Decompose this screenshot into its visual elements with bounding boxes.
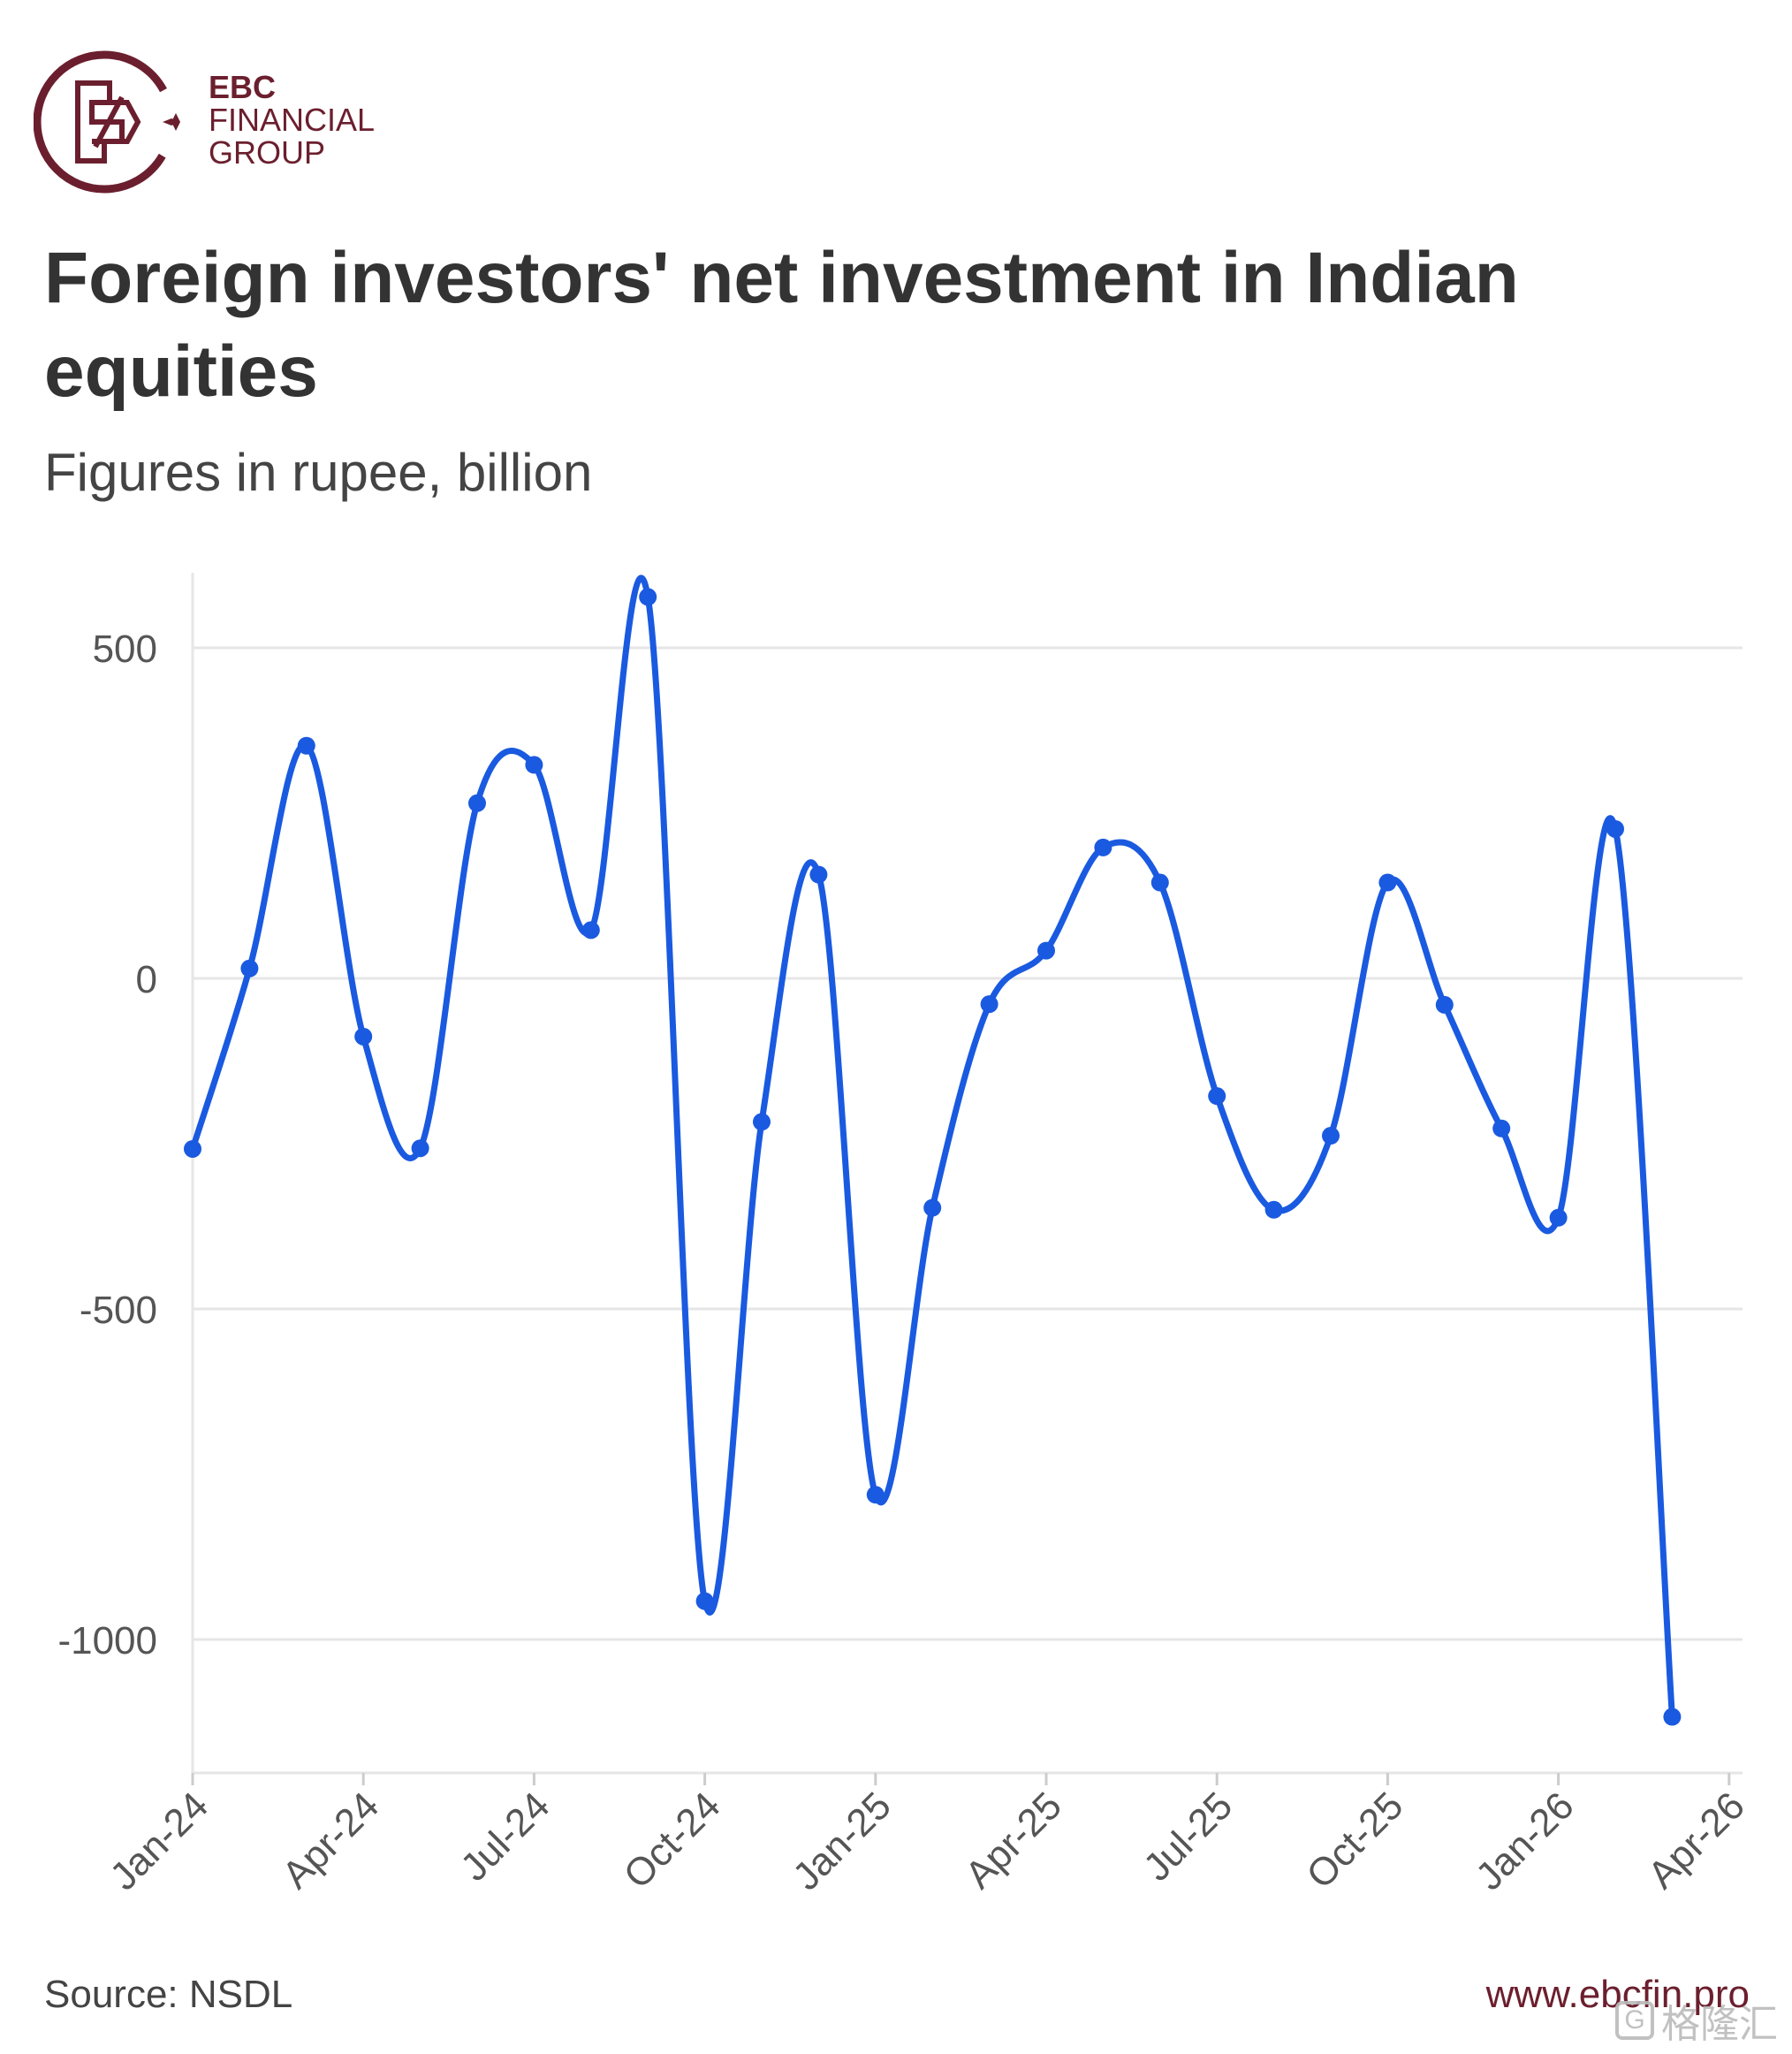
- data-point: [297, 736, 315, 755]
- x-tick-label: Apr-25: [957, 1784, 1070, 1897]
- data-point: [809, 865, 828, 884]
- data-point: [1663, 1708, 1682, 1726]
- source-note: Source: NSDL: [44, 1973, 293, 2016]
- data-point: [240, 959, 259, 978]
- data-point: [695, 1592, 714, 1610]
- data-point: [354, 1027, 373, 1046]
- data-point: [581, 921, 600, 940]
- brand-line-3: GROUP: [209, 134, 326, 171]
- data-point: [639, 588, 657, 606]
- data-point: [1492, 1119, 1511, 1137]
- data-point: [525, 756, 543, 774]
- x-tick-label: Oct-25: [1298, 1784, 1411, 1897]
- data-point: [1264, 1200, 1283, 1219]
- x-tick-label: Jul-24: [452, 1784, 558, 1889]
- data-point: [753, 1113, 771, 1131]
- x-tick-label: Jan-24: [102, 1784, 216, 1898]
- ebc-logo-icon: [34, 50, 180, 194]
- x-tick-label: Oct-24: [616, 1784, 729, 1897]
- y-tick-label: 0: [136, 958, 157, 1001]
- series: [184, 574, 1682, 1726]
- series-line: [189, 574, 1675, 1721]
- watermark-icon: G: [1615, 2001, 1654, 2040]
- brand-logo: EBC FINANCIAL GROUP: [34, 48, 405, 198]
- brand-line-2: FINANCIAL: [209, 102, 376, 138]
- data-point: [980, 995, 999, 1014]
- y-tick-label: -1000: [57, 1619, 157, 1662]
- data-point: [1435, 995, 1454, 1014]
- x-tick-label: Jul-25: [1135, 1784, 1241, 1889]
- data-point: [184, 1139, 201, 1158]
- data-point: [1322, 1127, 1340, 1145]
- y-tick-label: 500: [93, 628, 157, 671]
- data-point: [1037, 941, 1055, 960]
- chart-subtitle: Figures in rupee, billion: [44, 443, 593, 502]
- data-point: [923, 1198, 942, 1217]
- axes: 500 0 -500 -1000 Jan-24 Apr-24 Jul-24 Oct-24 Jan…: [57, 573, 1753, 1898]
- data-point: [1549, 1208, 1568, 1227]
- data-point: [1208, 1087, 1226, 1106]
- data-point: [1606, 819, 1624, 838]
- data-point: [1150, 873, 1169, 892]
- x-tick-label: Apr-26: [1640, 1784, 1753, 1897]
- x-tick-label: Jan-26: [1468, 1784, 1583, 1898]
- watermark-text: 格隆汇: [1661, 2003, 1778, 2046]
- data-point: [1378, 873, 1397, 892]
- x-tick-label: Jan-25: [785, 1784, 900, 1898]
- brand-line-1: EBC: [209, 69, 277, 105]
- data-point: [1094, 838, 1112, 856]
- data-point: [866, 1486, 885, 1504]
- chart-title: Foreign investors' net investment in Ind…: [44, 238, 1519, 412]
- data-point: [468, 794, 486, 812]
- data-point: [411, 1139, 429, 1158]
- x-tick-label: Apr-24: [274, 1784, 387, 1897]
- brand-name: EBC FINANCIAL GROUP: [209, 71, 375, 169]
- y-tick-label: -500: [80, 1289, 157, 1332]
- watermark: G 格隆汇: [1615, 1992, 1778, 2049]
